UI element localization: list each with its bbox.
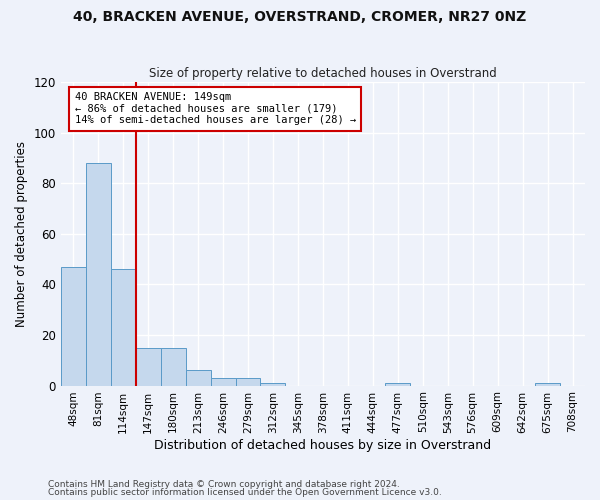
Bar [111, 269, 136, 386]
Bar [211, 378, 236, 386]
Text: 40 BRACKEN AVENUE: 149sqm
← 86% of detached houses are smaller (179)
14% of semi: 40 BRACKEN AVENUE: 149sqm ← 86% of detac… [74, 92, 356, 126]
X-axis label: Distribution of detached houses by size in Overstrand: Distribution of detached houses by size … [154, 440, 491, 452]
Text: Contains HM Land Registry data © Crown copyright and database right 2024.: Contains HM Land Registry data © Crown c… [48, 480, 400, 489]
Bar [61, 266, 86, 386]
Title: Size of property relative to detached houses in Overstrand: Size of property relative to detached ho… [149, 66, 497, 80]
Bar [236, 378, 260, 386]
Bar [86, 163, 111, 386]
Bar [136, 348, 161, 386]
Bar [185, 370, 211, 386]
Bar [161, 348, 185, 386]
Text: 40, BRACKEN AVENUE, OVERSTRAND, CROMER, NR27 0NZ: 40, BRACKEN AVENUE, OVERSTRAND, CROMER, … [73, 10, 527, 24]
Bar [385, 383, 410, 386]
Bar [260, 383, 286, 386]
Text: Contains public sector information licensed under the Open Government Licence v3: Contains public sector information licen… [48, 488, 442, 497]
Bar [535, 383, 560, 386]
Y-axis label: Number of detached properties: Number of detached properties [15, 141, 28, 327]
